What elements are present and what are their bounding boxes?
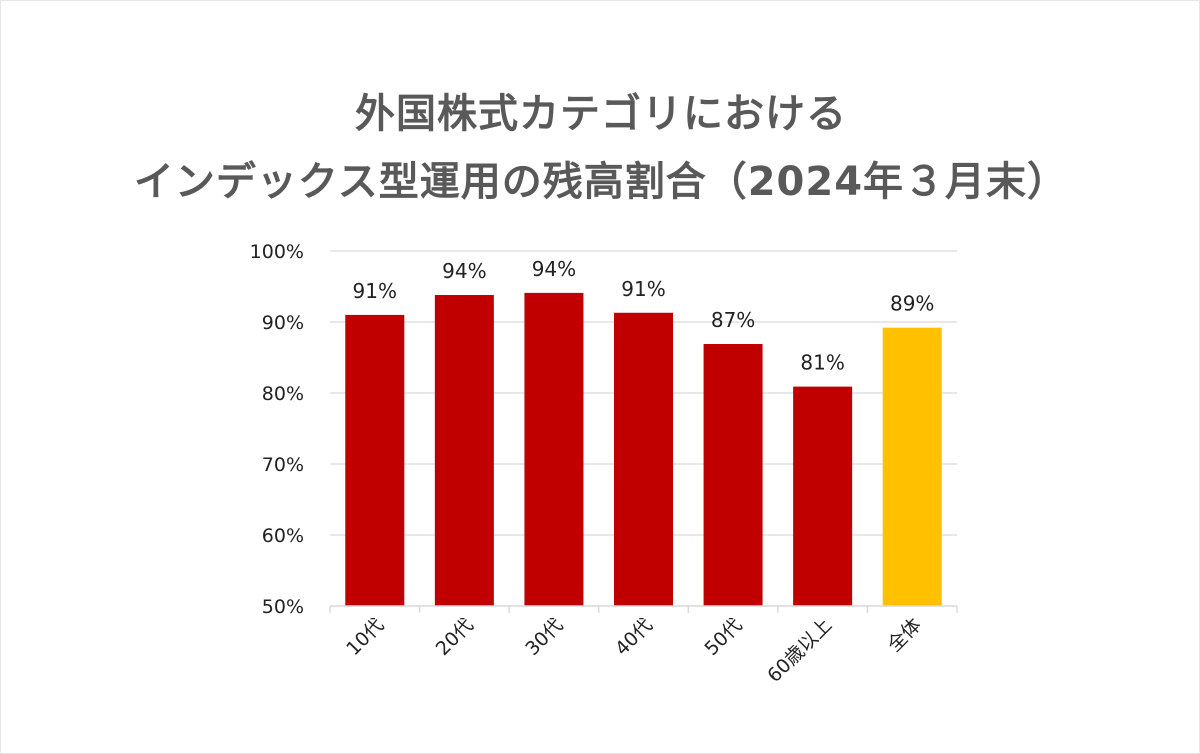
y-axis-tick-labels: 50% 60% 70% 80% 90% 100% xyxy=(250,241,304,618)
data-label: 94% xyxy=(442,259,486,283)
chart-title-line-2: インデックス型運用の残高割合（2024年３月末） xyxy=(133,159,1069,205)
x-category-label: 40代 xyxy=(611,614,657,660)
x-category-label: 30代 xyxy=(521,614,567,660)
x-axis-category-labels: 10代 20代 30代 40代 50代 60歳以上 全体 xyxy=(342,614,926,687)
chart-title-line-1: 外国株式カテゴリにおける xyxy=(355,91,847,137)
bar xyxy=(434,295,494,606)
bars xyxy=(345,292,942,606)
y-tick-label: 60% xyxy=(262,525,304,547)
bar xyxy=(614,312,673,606)
bar xyxy=(524,292,584,606)
x-category-label: 50代 xyxy=(701,614,747,660)
x-category-label: 全体 xyxy=(883,614,925,656)
data-label: 91% xyxy=(621,277,665,301)
x-axis xyxy=(329,605,958,613)
bar xyxy=(345,314,405,606)
data-label: 91% xyxy=(353,279,397,303)
y-tick-label: 50% xyxy=(262,596,304,618)
bar xyxy=(793,386,853,606)
y-tick-label: 80% xyxy=(262,383,304,405)
bar xyxy=(703,344,763,606)
data-label: 89% xyxy=(890,292,934,316)
y-tick-label: 100% xyxy=(250,241,304,263)
data-label: 81% xyxy=(800,351,844,375)
data-labels: 91% 94% 94% 91% 87% 81% 89% xyxy=(353,257,935,375)
y-tick-label: 70% xyxy=(262,454,304,476)
data-label: 87% xyxy=(711,308,755,332)
data-label: 94% xyxy=(532,257,576,281)
x-category-label: 10代 xyxy=(342,614,388,660)
x-category-label: 60歳以上 xyxy=(763,614,836,687)
y-tick-label: 90% xyxy=(262,312,304,334)
bar xyxy=(882,327,942,606)
x-category-label: 20代 xyxy=(432,614,478,660)
